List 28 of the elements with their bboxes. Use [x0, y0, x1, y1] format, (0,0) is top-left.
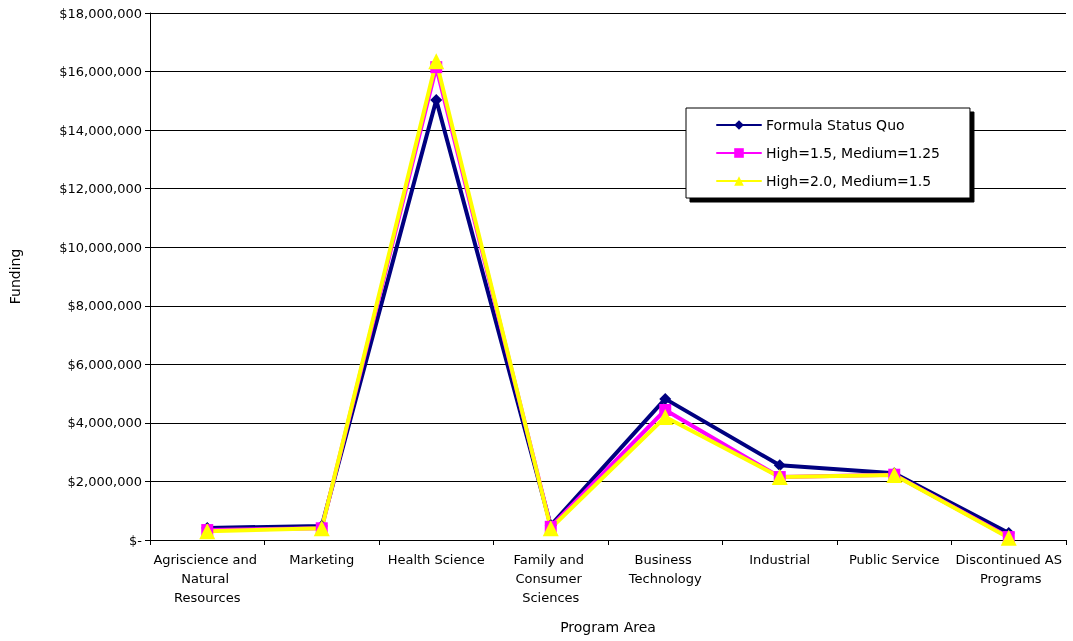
point	[659, 392, 672, 405]
point	[428, 53, 445, 70]
y-tick-label: $16,000,000	[59, 64, 142, 80]
y-tick-label: $8,000,000	[67, 298, 142, 314]
x-tick-label: Business Technology	[627, 552, 702, 586]
x-tick-label: Industrial	[749, 552, 811, 567]
x-tick-label: Discontinued AS Programs	[955, 552, 1062, 586]
legend-label: Formula Status Quo	[766, 117, 905, 133]
legend-label: High=1.5, Medium=1.25	[766, 145, 940, 161]
y-tick-label: $2,000,000	[67, 473, 142, 489]
y-tick-label: $4,000,000	[67, 415, 142, 431]
y-tick-label: $-	[129, 532, 143, 548]
x-tick-label: Health Science	[387, 552, 485, 567]
x-tick-label: Marketing	[289, 552, 355, 567]
y-tick-label: $14,000,000	[59, 122, 142, 138]
y-tick-label: $18,000,000	[59, 5, 142, 21]
point	[542, 520, 559, 537]
y-axis-title: Funding	[7, 248, 23, 305]
legend-label: High=2.0, Medium=1.5	[766, 173, 932, 189]
point	[657, 409, 674, 426]
x-axis-title: Program Area	[560, 619, 656, 635]
y-tick-label: $10,000,000	[59, 239, 142, 255]
y-tick-label: $12,000,000	[59, 181, 142, 197]
y-tick-label: $6,000,000	[67, 356, 142, 372]
x-tick-label: Public Service	[848, 552, 940, 567]
x-tick-label: Agriscience and Natural Resources	[153, 552, 262, 605]
point	[773, 459, 786, 472]
x-tick-label: Family and Consumer Sciences	[513, 552, 589, 605]
